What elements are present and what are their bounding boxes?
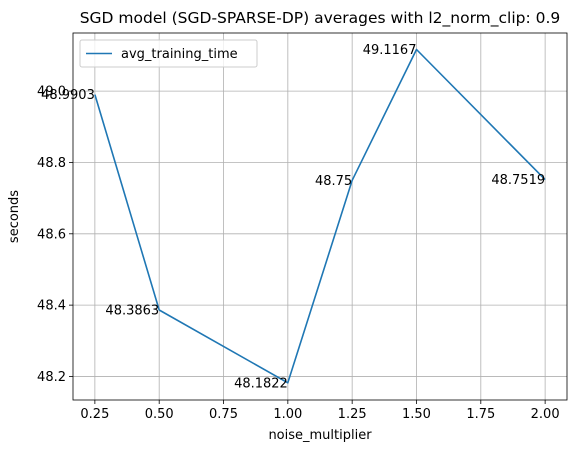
y-tick-label: 48.2 [37, 370, 66, 385]
legend: avg_training_time [79, 39, 258, 68]
y-tick-label: 49.0 [37, 85, 66, 100]
series-line-avg-training-time [94, 48, 546, 384]
data-labels: 48.9903 48.3863 48.1822 48.75 49.1167 48.7519 [41, 43, 545, 391]
x-tick-label: 1.25 [338, 407, 367, 422]
x-tick-label: 1.00 [273, 407, 302, 422]
data-label: 48.1822 [234, 376, 288, 391]
series-layer [94, 48, 546, 384]
y-axis-title: seconds [7, 190, 22, 243]
x-tick-label: 0.75 [209, 407, 238, 422]
grid [73, 33, 567, 400]
x-tick-label: 0.25 [80, 407, 109, 422]
x-axis: 0.25 0.50 0.75 1.00 1.25 1.50 1.75 2.00 [80, 400, 560, 422]
y-tick-label: 48.6 [37, 227, 66, 242]
legend-box [79, 39, 258, 68]
y-tick-label: 48.8 [37, 156, 66, 171]
x-tick-label: 2.00 [531, 407, 560, 422]
data-label: 48.7519 [491, 173, 545, 188]
plot-frame [72, 32, 568, 401]
legend-label-avg-training-time: avg_training_time [121, 47, 238, 62]
y-tick-label: 48.4 [37, 299, 66, 314]
data-label: 48.3863 [105, 304, 159, 319]
data-label: 48.9903 [41, 88, 95, 103]
data-label: 48.75 [315, 174, 352, 189]
y-axis: 48.2 48.4 48.6 48.8 49.0 [37, 85, 73, 385]
x-tick-label: 0.50 [145, 407, 174, 422]
x-axis-title: noise_multiplier [268, 428, 372, 443]
chart-title: SGD model (SGD-SPARSE-DP) averages with … [80, 9, 561, 28]
x-tick-label: 1.50 [402, 407, 431, 422]
x-tick-label: 1.75 [466, 407, 495, 422]
data-label: 49.1167 [363, 43, 417, 58]
